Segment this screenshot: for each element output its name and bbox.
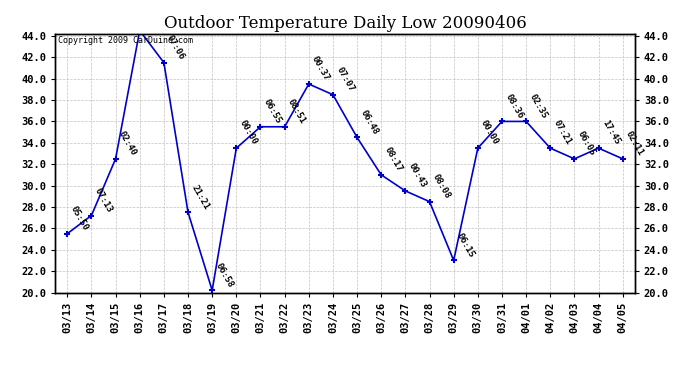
Text: 08:08: 08:08 (431, 172, 452, 200)
Text: 07:21: 07:21 (552, 119, 573, 147)
Text: 05:50: 05:50 (69, 204, 90, 232)
Text: 02:11: 02:11 (624, 130, 645, 158)
Text: 00:37: 00:37 (310, 55, 331, 82)
Text: 06:58: 06:58 (214, 261, 235, 289)
Text: 07:07: 07:07 (335, 66, 355, 93)
Text: 06:55: 06:55 (262, 98, 283, 125)
Text: 02:35: 02:35 (528, 92, 549, 120)
Text: 06:15: 06:15 (455, 231, 476, 259)
Text: 08:51: 08:51 (286, 98, 307, 125)
Text: 06:48: 06:48 (359, 108, 380, 136)
Text: 08:17: 08:17 (383, 146, 404, 174)
Text: 02:40: 02:40 (117, 130, 138, 158)
Text: 00:00: 00:00 (0, 374, 1, 375)
Text: Copyright 2009 CarDuino.com: Copyright 2009 CarDuino.com (58, 36, 193, 45)
Text: 08:36: 08:36 (504, 92, 524, 120)
Text: 21:21: 21:21 (190, 183, 210, 211)
Title: Outdoor Temperature Daily Low 20090406: Outdoor Temperature Daily Low 20090406 (164, 15, 526, 32)
Text: 00:43: 00:43 (407, 162, 428, 189)
Text: 07:06: 07:06 (166, 33, 186, 61)
Text: 00:00: 00:00 (480, 119, 500, 147)
Text: 17:45: 17:45 (600, 119, 621, 147)
Text: 06:05: 06:05 (576, 130, 597, 158)
Text: 00:00: 00:00 (238, 119, 259, 147)
Text: 07:13: 07:13 (93, 186, 114, 214)
